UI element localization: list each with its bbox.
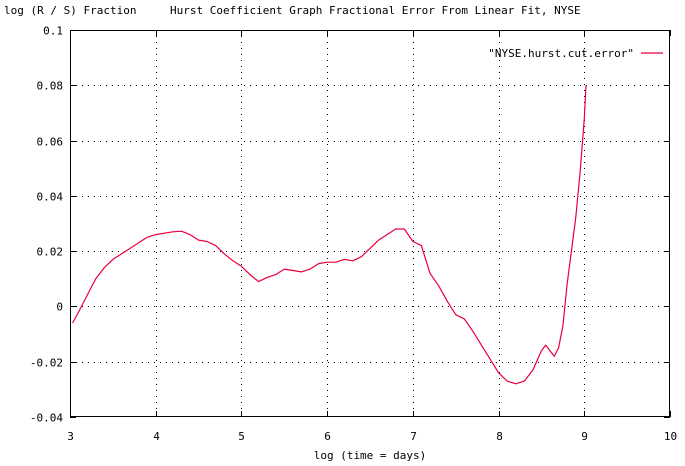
axis-ticks: 3 4 5 6 7 8 9 10 -0.04 -0.02 0 0.02 0.04 0.06 0.08 0.1 [30, 25, 677, 444]
legend: "NYSE.hurst.cut.error" [488, 47, 663, 60]
y-tick-label: 0.1 [43, 25, 63, 38]
x-axis-label: log (time = days) [314, 449, 427, 462]
y-tick-label: -0.04 [30, 412, 63, 425]
chart-title: Hurst Coefficient Graph Fractional Error… [170, 4, 581, 17]
x-tick-label: 5 [238, 430, 245, 443]
y-tick-label: -0.02 [30, 357, 63, 370]
y-axis-label: log (R / S) Fraction [4, 4, 136, 17]
x-tick-label: 4 [153, 430, 160, 443]
series-line [72, 85, 587, 385]
x-tick-label: 6 [324, 430, 331, 443]
x-tick-label: 3 [67, 430, 74, 443]
grid [70, 30, 670, 417]
x-tick-label: 8 [496, 430, 503, 443]
x-tick-label: 7 [410, 430, 417, 443]
x-tick-label: 9 [581, 430, 588, 443]
y-tick-label: 0.04 [37, 191, 64, 204]
y-tick-label: 0.06 [37, 136, 64, 149]
series-layer [72, 85, 587, 385]
y-tick-label: 0.08 [37, 80, 64, 93]
y-tick-label: 0.02 [37, 246, 64, 259]
x-tick-label: 10 [664, 430, 677, 443]
legend-label: "NYSE.hurst.cut.error" [488, 47, 634, 60]
plot-frame [70, 30, 670, 417]
y-tick-label: 0 [56, 301, 63, 314]
